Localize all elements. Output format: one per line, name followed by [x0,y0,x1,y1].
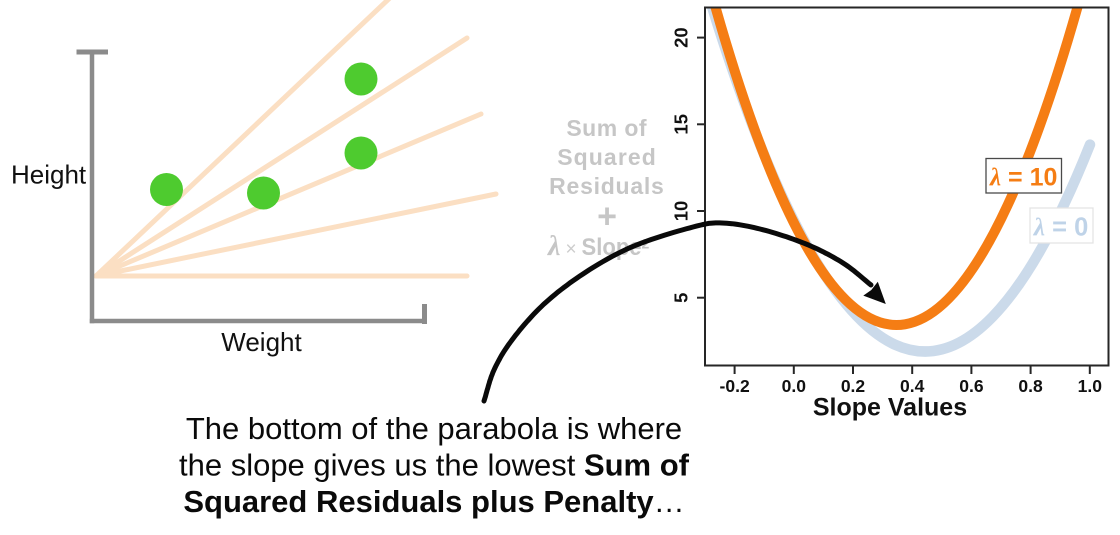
svg-text:15: 15 [671,114,692,135]
svg-text:10: 10 [671,201,692,222]
svg-text:Slope Values: Slope Values [813,394,967,422]
svg-text:Squared Residuals plus Penalty: Squared Residuals plus Penalty… [183,484,684,519]
svg-text:the slope gives us the lowest: the slope gives us the lowest Sum of [179,448,690,483]
svg-text:0.8: 0.8 [1018,376,1043,396]
svg-text:Height: Height [11,160,87,190]
svg-text:Weight: Weight [221,327,302,357]
svg-text:1.0: 1.0 [1078,376,1103,396]
svg-text:+: + [597,198,617,236]
svg-text:Squared: Squared [557,144,656,170]
svg-text:0.6: 0.6 [959,376,984,396]
svg-text:20: 20 [671,27,692,48]
svg-text:-0.2: -0.2 [720,376,750,396]
svg-text:5: 5 [671,293,692,303]
svg-text:0.4: 0.4 [900,376,925,396]
svg-text:λ = 10: λ = 10 [989,164,1057,192]
svg-text:λ = 0: λ = 0 [1033,213,1089,242]
svg-text:0.2: 0.2 [841,376,866,396]
svg-text:The bottom of the parabola is: The bottom of the parabola is where [186,411,682,446]
svg-text:Residuals: Residuals [549,173,664,199]
svg-text:Sum of: Sum of [566,115,647,141]
svg-text:0.0: 0.0 [782,376,807,396]
